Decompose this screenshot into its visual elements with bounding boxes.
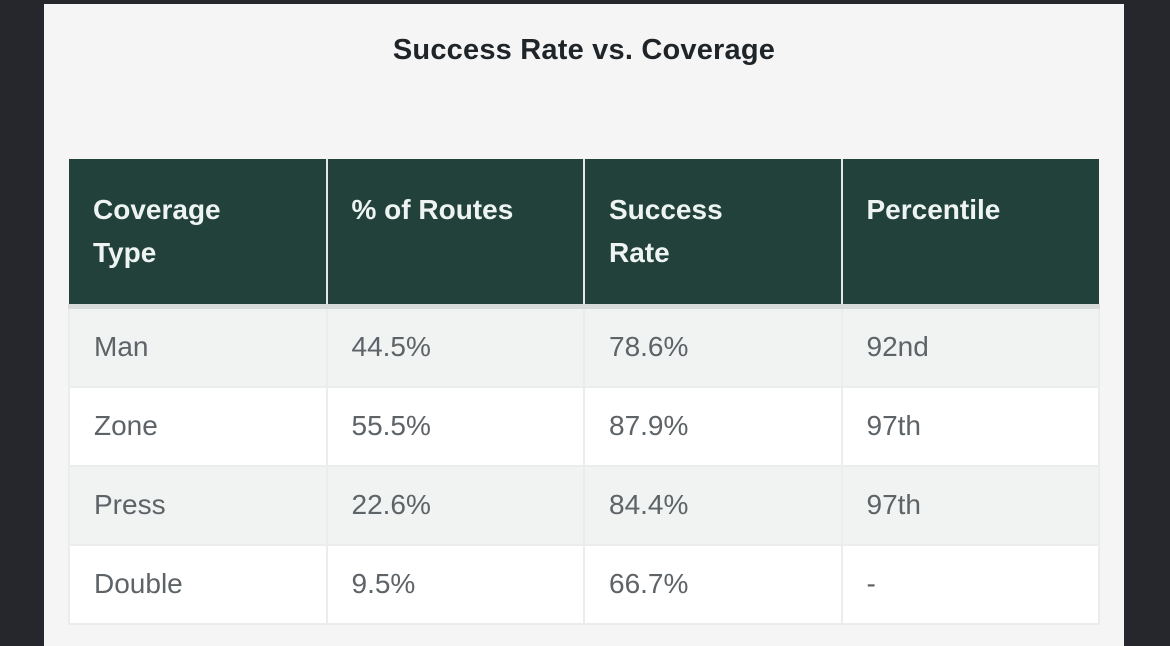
- table-row-press: Press 22.6% 84.4% 97th: [68, 464, 1100, 546]
- cell-pct-of-routes: 55.5%: [325, 385, 585, 467]
- cell-percentile: 97th: [840, 385, 1100, 467]
- header-row: Coverage Type % of Routes Success Rate P…: [69, 159, 1099, 309]
- column-header-pct-of-routes: % of Routes: [326, 159, 585, 309]
- coverage-stats-table: Coverage Type % of Routes Success Rate P…: [68, 159, 1100, 625]
- cell-success-rate: 78.6%: [583, 305, 843, 388]
- column-header-label: Percentile: [866, 194, 1001, 225]
- cell-success-rate: 84.4%: [583, 464, 843, 546]
- cell-pct-of-routes: 9.5%: [325, 543, 585, 625]
- cell-coverage-type: Zone: [68, 385, 328, 467]
- cell-percentile: -: [840, 543, 1100, 625]
- column-header-label: Coverage Type: [93, 194, 221, 269]
- cell-coverage-type: Man: [68, 305, 328, 388]
- table-row-zone: Zone 55.5% 87.9% 97th: [68, 385, 1100, 467]
- table-row-double: Double 9.5% 66.7% -: [68, 543, 1100, 625]
- cell-success-rate: 87.9%: [583, 385, 843, 467]
- cell-pct-of-routes: 22.6%: [325, 464, 585, 546]
- cell-percentile: 97th: [840, 464, 1100, 546]
- cell-success-rate: 66.7%: [583, 543, 843, 625]
- column-header-coverage-type: Coverage Type: [69, 159, 328, 309]
- column-header-label: Success Rate: [609, 194, 723, 269]
- cell-pct-of-routes: 44.5%: [325, 305, 585, 388]
- cell-coverage-type: Press: [68, 464, 328, 546]
- cell-percentile: 92nd: [840, 305, 1100, 388]
- column-header-percentile: Percentile: [841, 159, 1099, 309]
- table-body: Man 44.5% 78.6% 92nd Zone 55.5% 87.9% 97…: [68, 305, 1100, 625]
- table-header: Coverage Type % of Routes Success Rate P…: [69, 159, 1099, 309]
- column-header-label: % of Routes: [351, 194, 514, 225]
- column-header-success-rate: Success Rate: [584, 159, 843, 309]
- table-row-man: Man 44.5% 78.6% 92nd: [68, 305, 1100, 388]
- cell-coverage-type: Double: [68, 543, 328, 625]
- page-title: Success Rate vs. Coverage: [392, 34, 776, 66]
- content-card: Success Rate vs. Coverage Coverage Type …: [44, 4, 1124, 646]
